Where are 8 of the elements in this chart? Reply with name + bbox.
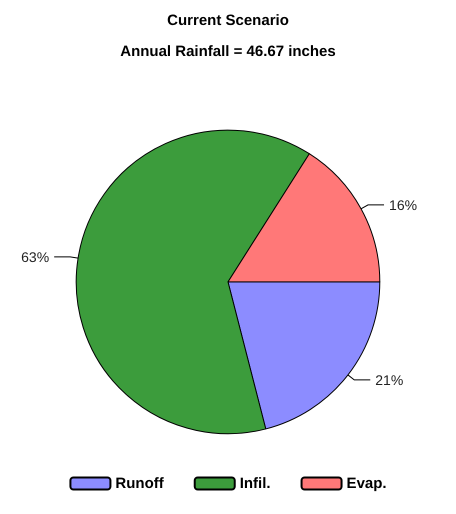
legend-label: Runoff — [115, 475, 165, 492]
legend-label: Evap. — [346, 475, 387, 492]
chart-subtitle: Annual Rainfall = 46.67 inches — [120, 43, 336, 60]
legend-label: Infil. — [240, 475, 271, 492]
chart-title: Current Scenario — [167, 12, 289, 29]
data-label: 21% — [375, 372, 404, 388]
data-label: 63% — [21, 248, 50, 265]
data-label: 16% — [389, 196, 418, 213]
